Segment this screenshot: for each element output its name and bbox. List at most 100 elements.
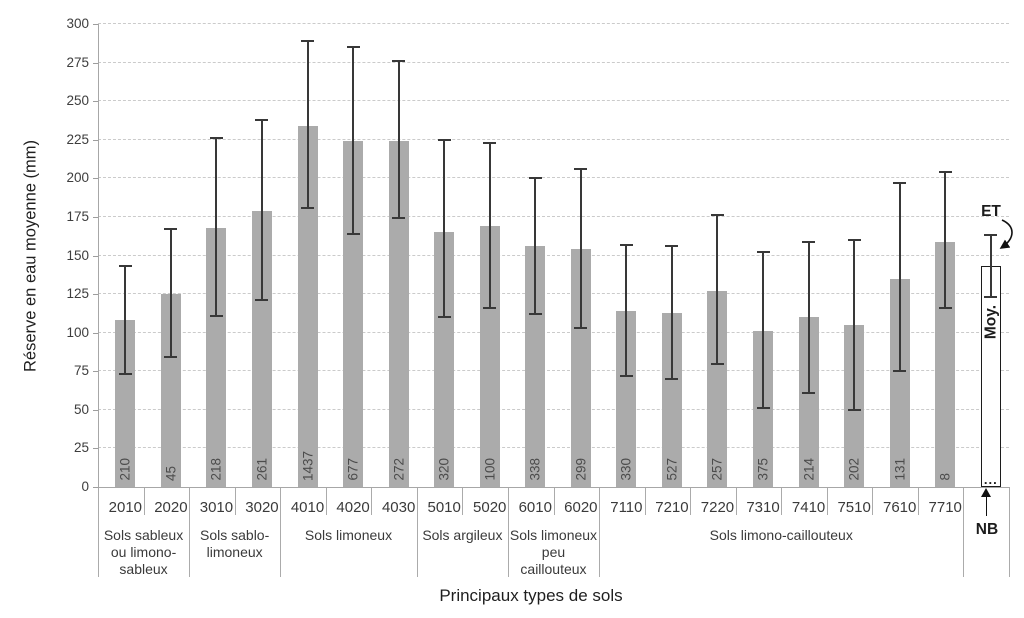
error-cap-bottom-5020	[483, 306, 497, 309]
error-cap-bottom-7110	[619, 374, 633, 377]
code-divider-5	[325, 488, 327, 515]
error-cap-top-4010	[301, 39, 315, 42]
error-cap-top-4030	[392, 60, 406, 63]
bar-count-4030: 272	[390, 458, 406, 481]
error-line-7210	[670, 246, 673, 379]
nb-arrow-icon	[981, 488, 991, 497]
code-divider-3	[234, 488, 236, 515]
legend-nb-dots: ...	[983, 471, 998, 487]
error-cap-top-2020	[164, 228, 178, 231]
nb-arrow-line	[985, 496, 987, 516]
bar-7110: 330	[616, 311, 637, 487]
y-tick-label-150: 150	[66, 247, 89, 263]
error-cap-bottom-4030	[392, 217, 406, 220]
y-tick-label-250: 250	[66, 93, 89, 109]
error-cap-bottom-7710	[938, 306, 952, 309]
x-code-7710: 7710	[928, 499, 962, 516]
error-line-6010	[534, 178, 537, 315]
error-cap-top-5010	[437, 138, 451, 141]
group-divider-4	[280, 488, 282, 577]
legend-error-line	[989, 235, 992, 298]
gridline-275	[98, 61, 1009, 63]
error-line-7220	[716, 215, 719, 364]
bar-6020: 299	[570, 249, 591, 487]
y-tick-175	[93, 216, 98, 218]
error-cap-bottom-5010	[437, 316, 451, 319]
code-divider-16	[826, 488, 828, 515]
y-tick-200	[93, 178, 98, 180]
error-cap-top-7710	[938, 171, 952, 174]
x-code-4010: 4010	[290, 499, 325, 516]
error-cap-bottom-7410	[802, 391, 816, 394]
y-tick-300	[93, 24, 98, 25]
y-tick-label-175: 175	[66, 208, 89, 224]
bar-count-7310: 375	[755, 458, 771, 481]
bar-5010: 320	[434, 232, 455, 487]
y-axis-title: Réserve en eau moyenne (mm)	[21, 140, 40, 373]
code-divider-18	[917, 488, 919, 515]
group-divider-7	[416, 488, 418, 577]
bar-7410: 214	[798, 317, 819, 487]
x-code-6020: 6020	[564, 499, 598, 516]
x-axis-line	[98, 487, 1010, 488]
x-code-3020: 3020	[245, 499, 279, 516]
y-tick-label-125: 125	[66, 286, 89, 302]
error-cap-top-3020	[255, 118, 269, 121]
error-cap-bottom-4010	[301, 206, 315, 209]
x-code-5010: 5010	[427, 499, 461, 516]
x-code-7210: 7210	[655, 499, 689, 516]
error-line-2020	[169, 229, 172, 358]
error-line-7510	[853, 240, 856, 410]
bar-count-7220: 257	[709, 458, 725, 481]
y-tick-225	[93, 139, 98, 141]
group-divider-0	[98, 488, 99, 577]
bar-count-7110: 330	[618, 458, 634, 481]
x-code-7410: 7410	[791, 499, 826, 516]
legend-error-cap-top	[984, 234, 998, 237]
error-line-6020	[579, 169, 582, 329]
error-cap-bottom-6010	[528, 313, 542, 316]
x-code-3010: 3010	[199, 499, 234, 516]
group-label-0: Sols sableux ou limono-sableux	[103, 527, 184, 577]
y-tick-50	[93, 409, 98, 411]
code-divider-17	[872, 488, 874, 515]
error-cap-top-7410	[802, 240, 816, 243]
x-axis-title: Principaux types de sols	[439, 586, 623, 605]
gridline-25	[98, 447, 1009, 449]
legend-mean-bar: Moy....	[980, 266, 1001, 487]
bar-4020: 677	[343, 141, 364, 487]
error-cap-top-7220	[710, 214, 724, 217]
error-cap-top-7310	[756, 251, 770, 254]
error-line-4030	[397, 61, 400, 219]
legend-moy-label: Moy.	[982, 305, 1000, 340]
y-tick-0	[93, 487, 98, 488]
error-line-7310	[762, 252, 765, 409]
group-divider-11	[599, 488, 601, 577]
error-cap-bottom-2010	[118, 373, 132, 376]
bar-4030: 272	[388, 141, 409, 487]
y-tick-75	[93, 371, 98, 373]
y-tick-label-75: 75	[73, 363, 89, 379]
x-code-2020: 2020	[154, 499, 188, 516]
group-label-3: Sols argileux	[422, 527, 503, 543]
y-tick-25	[93, 448, 98, 450]
gridline-50	[98, 408, 1009, 410]
bar-7710: 8	[935, 241, 956, 487]
gridline-250	[98, 100, 1009, 102]
error-line-7410	[807, 241, 810, 393]
x-code-4020: 4020	[336, 499, 370, 516]
bar-2010: 210	[115, 320, 136, 487]
error-line-4020	[352, 47, 355, 234]
error-cap-bottom-3010	[209, 314, 223, 317]
bar-count-5020: 100	[481, 458, 497, 481]
error-line-5020	[488, 142, 491, 308]
x-code-5020: 5020	[473, 499, 507, 516]
bar-count-2020: 45	[163, 465, 179, 481]
bar-count-7410: 214	[800, 458, 816, 481]
code-divider-15	[781, 488, 783, 515]
y-tick-150	[93, 255, 98, 257]
error-cap-bottom-7310	[756, 407, 770, 410]
error-cap-bottom-7510	[847, 408, 861, 411]
legend-et-label: ET	[981, 203, 1001, 220]
